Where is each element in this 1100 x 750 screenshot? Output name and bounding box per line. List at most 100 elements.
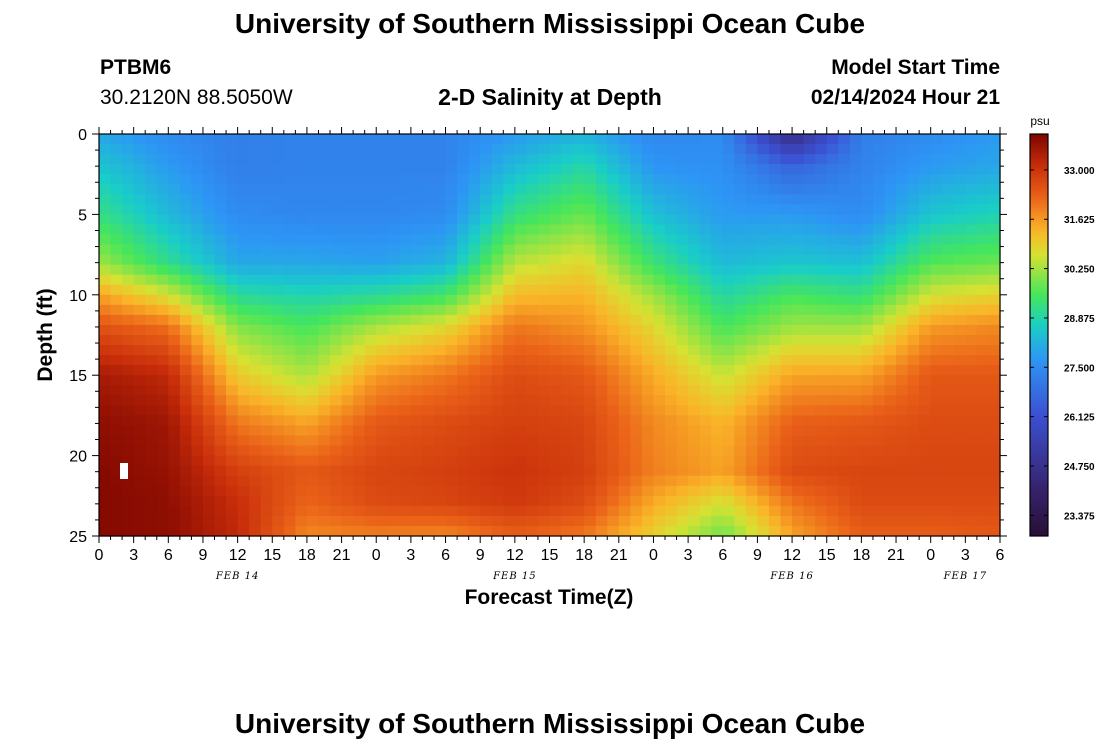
heatmap-cell bbox=[110, 445, 123, 457]
heatmap-cell bbox=[283, 224, 296, 236]
heatmap-cell bbox=[387, 194, 400, 205]
heatmap-cell bbox=[792, 385, 805, 396]
heatmap-cell bbox=[410, 214, 424, 226]
heatmap-cell bbox=[226, 465, 239, 477]
heatmap-cell bbox=[618, 264, 631, 276]
heatmap-cell bbox=[688, 445, 701, 457]
heatmap-cell bbox=[468, 385, 481, 396]
heatmap-cell bbox=[792, 294, 805, 306]
heatmap-cell bbox=[815, 264, 828, 276]
heatmap-cell bbox=[133, 144, 146, 155]
heatmap-cell bbox=[780, 415, 793, 427]
x-tick-label: 15 bbox=[818, 547, 836, 564]
heatmap-cell bbox=[179, 264, 193, 276]
heatmap-cell bbox=[179, 485, 193, 497]
heatmap-cell bbox=[145, 435, 158, 447]
heatmap-cell bbox=[353, 324, 366, 336]
heatmap-cell bbox=[734, 465, 747, 477]
heatmap-cell bbox=[156, 515, 169, 527]
heatmap-cell bbox=[815, 455, 828, 467]
heatmap-cell bbox=[803, 304, 816, 316]
heatmap-cell bbox=[295, 455, 308, 467]
heatmap-cell bbox=[526, 164, 539, 175]
heatmap-cell bbox=[353, 204, 366, 215]
heatmap-cell bbox=[480, 264, 493, 276]
heatmap-cell bbox=[480, 505, 493, 517]
heatmap-cell bbox=[537, 224, 551, 236]
heatmap-cell bbox=[688, 144, 701, 155]
heatmap-cell bbox=[803, 164, 816, 175]
heatmap-cell bbox=[549, 144, 562, 155]
heatmap-cell bbox=[792, 274, 805, 286]
heatmap-cell bbox=[884, 154, 897, 165]
heatmap-cell bbox=[757, 445, 770, 457]
heatmap-cell bbox=[699, 274, 712, 286]
heatmap-cell bbox=[283, 164, 296, 175]
heatmap-cell bbox=[907, 214, 920, 226]
heatmap-cell bbox=[179, 234, 193, 246]
heatmap-cell bbox=[168, 164, 181, 175]
heatmap-cell bbox=[283, 144, 296, 155]
heatmap-cell bbox=[942, 435, 955, 447]
heatmap-cell bbox=[768, 375, 782, 386]
heatmap-cell bbox=[422, 355, 435, 366]
heatmap-cell bbox=[306, 234, 320, 246]
heatmap-cell bbox=[410, 204, 424, 215]
heatmap-cell bbox=[896, 415, 909, 427]
heatmap-cell bbox=[872, 224, 886, 236]
heatmap-cell bbox=[283, 505, 296, 517]
heatmap-cell bbox=[156, 475, 169, 487]
heatmap-cell bbox=[514, 335, 527, 346]
heatmap-cell bbox=[988, 435, 1001, 447]
heatmap-cell bbox=[688, 134, 701, 145]
heatmap-cell bbox=[688, 395, 701, 406]
heatmap-cell bbox=[364, 194, 377, 205]
heatmap-cell bbox=[988, 505, 1001, 517]
heatmap-cell bbox=[330, 485, 343, 497]
heatmap-cell bbox=[341, 505, 354, 517]
heatmap-cell bbox=[665, 294, 678, 306]
heatmap-cell bbox=[491, 375, 504, 386]
heatmap-cell bbox=[688, 224, 701, 236]
heatmap-cell bbox=[861, 154, 874, 165]
heatmap-cell bbox=[665, 385, 678, 396]
heatmap-cell bbox=[526, 284, 539, 296]
heatmap-cell bbox=[249, 465, 262, 477]
heatmap-cell bbox=[330, 385, 343, 396]
heatmap-cell bbox=[953, 455, 966, 467]
heatmap-cell bbox=[618, 485, 631, 497]
heatmap-cell bbox=[330, 355, 343, 366]
colorbar-gradient bbox=[1029, 133, 1049, 537]
heatmap-cell bbox=[676, 465, 689, 477]
heatmap-cell bbox=[491, 294, 504, 306]
heatmap-cell bbox=[99, 134, 112, 145]
heatmap-cell bbox=[480, 234, 493, 246]
heatmap-cell bbox=[295, 214, 308, 226]
heatmap-cell bbox=[953, 254, 966, 266]
heatmap-cell bbox=[353, 495, 366, 507]
heatmap-cell bbox=[156, 425, 169, 437]
heatmap-cell bbox=[919, 515, 932, 527]
heatmap-cell bbox=[792, 515, 805, 527]
heatmap-cell bbox=[133, 365, 146, 376]
heatmap-cell bbox=[676, 154, 689, 165]
heatmap-cell bbox=[942, 324, 955, 336]
heatmap-cell bbox=[780, 224, 793, 236]
heatmap-cell bbox=[872, 284, 886, 296]
heatmap-cell bbox=[226, 174, 239, 185]
heatmap-cell bbox=[665, 234, 678, 246]
heatmap-cell bbox=[318, 465, 331, 477]
heatmap-cell bbox=[191, 405, 204, 416]
heatmap-cell bbox=[584, 395, 597, 406]
heatmap-cell bbox=[445, 254, 458, 266]
heatmap-cell bbox=[526, 194, 539, 205]
heatmap-cell bbox=[584, 234, 597, 246]
heatmap-cell bbox=[272, 194, 285, 205]
heatmap-cell bbox=[191, 515, 204, 527]
heatmap-cell bbox=[179, 254, 193, 266]
heatmap-cell bbox=[988, 234, 1001, 246]
heatmap-cell bbox=[618, 435, 631, 447]
heatmap-cell bbox=[676, 214, 689, 226]
heatmap-cell bbox=[780, 405, 793, 416]
heatmap-cell bbox=[768, 204, 782, 215]
